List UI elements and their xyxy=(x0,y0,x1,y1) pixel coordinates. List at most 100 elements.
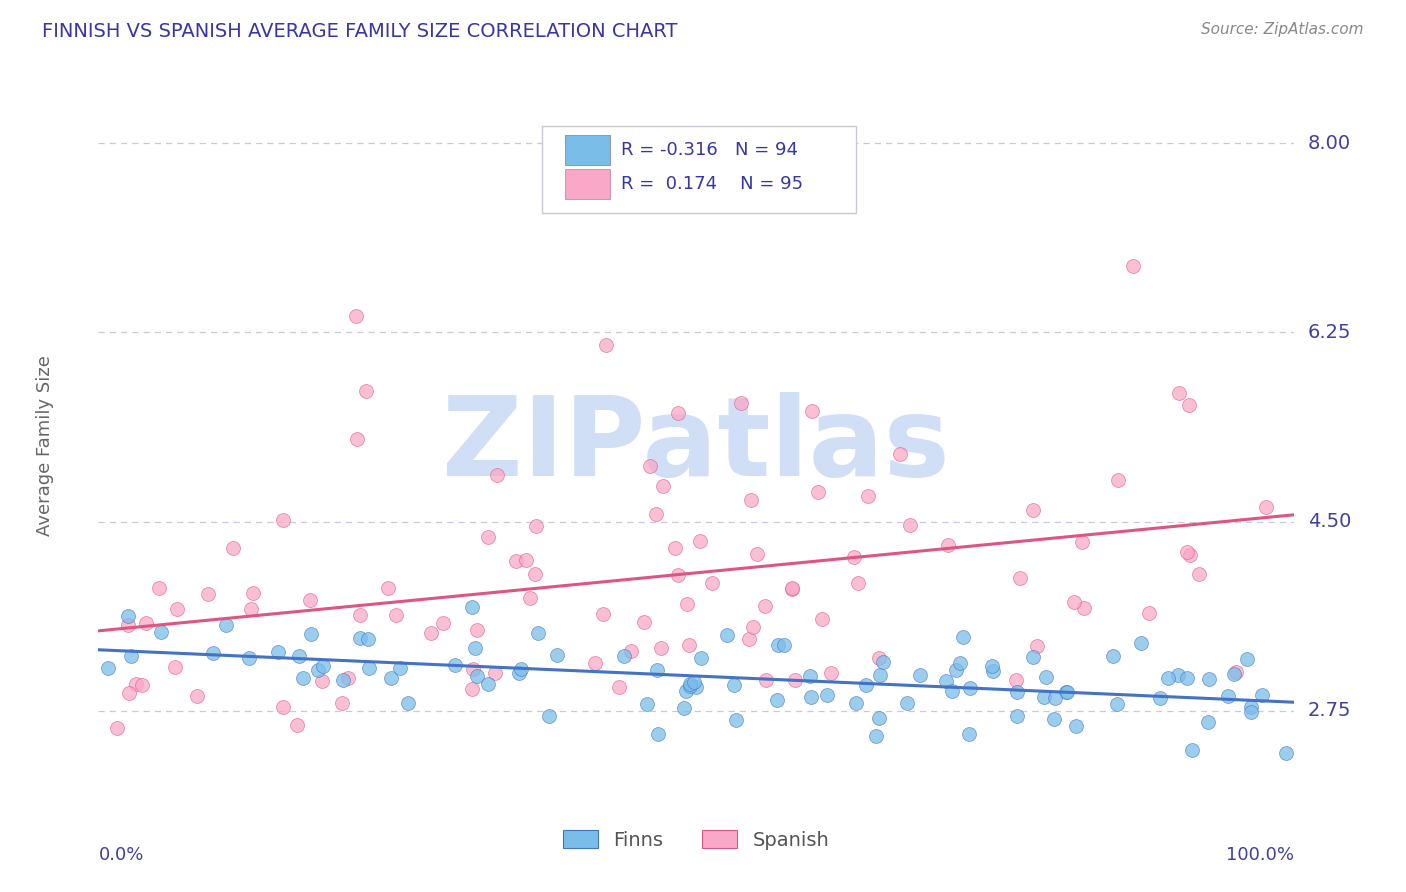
Point xyxy=(385,607,408,622)
Point xyxy=(1250,688,1272,702)
Point xyxy=(1025,640,1047,654)
Point xyxy=(1167,667,1189,681)
Text: 0.0%: 0.0% xyxy=(98,846,143,863)
Point xyxy=(349,631,371,645)
Point xyxy=(716,628,738,642)
Point xyxy=(889,447,911,461)
Point xyxy=(332,673,354,687)
Point xyxy=(307,664,329,678)
Point xyxy=(981,658,1004,673)
Point xyxy=(131,678,153,692)
Point xyxy=(267,645,290,659)
Point xyxy=(766,693,789,707)
Point xyxy=(463,662,485,676)
Point xyxy=(357,632,380,647)
Point xyxy=(941,684,963,698)
Point xyxy=(166,602,188,616)
Point xyxy=(780,582,803,596)
Point xyxy=(957,727,980,741)
Point xyxy=(638,458,661,473)
Point xyxy=(186,689,208,703)
Point xyxy=(1197,715,1219,730)
Point xyxy=(135,615,157,630)
Point xyxy=(222,541,245,556)
Point xyxy=(505,554,527,568)
Point xyxy=(214,618,236,632)
Point xyxy=(672,701,695,715)
Point xyxy=(1022,503,1045,517)
Point xyxy=(858,489,880,503)
Point xyxy=(780,582,803,596)
Point xyxy=(149,624,172,639)
Point xyxy=(766,638,789,652)
Point xyxy=(477,530,499,544)
Point xyxy=(678,638,700,652)
Point xyxy=(855,678,877,692)
Point xyxy=(935,673,957,688)
Point xyxy=(666,568,689,582)
FancyBboxPatch shape xyxy=(565,169,610,200)
Point xyxy=(477,677,499,691)
Point xyxy=(1175,545,1198,559)
Point xyxy=(620,644,643,658)
Point xyxy=(105,721,128,735)
Point xyxy=(97,661,120,675)
Point xyxy=(723,678,745,692)
Point xyxy=(526,626,548,640)
Text: ZIPatlas: ZIPatlas xyxy=(441,392,950,500)
Text: 100.0%: 100.0% xyxy=(1226,846,1294,863)
Point xyxy=(380,671,402,685)
FancyBboxPatch shape xyxy=(565,135,610,165)
Point xyxy=(583,656,606,670)
Point xyxy=(354,384,377,399)
Point xyxy=(872,655,894,669)
Point xyxy=(1275,746,1298,760)
Point xyxy=(1168,385,1191,400)
Point xyxy=(538,708,561,723)
Point xyxy=(783,673,806,687)
Point xyxy=(312,658,335,673)
Point xyxy=(285,718,308,732)
Point xyxy=(291,671,314,685)
Point xyxy=(1236,652,1258,666)
Point xyxy=(1054,685,1077,699)
Point xyxy=(460,682,482,697)
Text: Source: ZipAtlas.com: Source: ZipAtlas.com xyxy=(1201,22,1364,37)
Point xyxy=(959,681,981,695)
Point xyxy=(464,640,486,655)
Point xyxy=(633,615,655,629)
Point xyxy=(1137,606,1160,620)
Point xyxy=(271,700,294,714)
Point xyxy=(607,680,630,694)
Text: 4.50: 4.50 xyxy=(1308,512,1351,531)
Point xyxy=(896,697,918,711)
Point xyxy=(1022,649,1045,664)
Point xyxy=(1043,690,1066,705)
Point xyxy=(846,575,869,590)
Point xyxy=(465,623,488,637)
Point xyxy=(592,607,614,621)
Point xyxy=(1157,672,1180,686)
Point xyxy=(273,512,295,526)
Point xyxy=(118,686,141,700)
Point xyxy=(936,538,959,552)
Point xyxy=(1063,595,1085,609)
Point xyxy=(432,615,454,630)
Point xyxy=(645,508,668,522)
Text: R =  0.174    N = 95: R = 0.174 N = 95 xyxy=(620,175,803,193)
Point xyxy=(664,541,686,556)
Point xyxy=(510,662,533,676)
Point xyxy=(738,632,761,646)
Point xyxy=(1043,712,1066,726)
Point xyxy=(1240,700,1263,714)
Point xyxy=(125,677,148,691)
Point xyxy=(524,567,547,582)
Text: 6.25: 6.25 xyxy=(1308,323,1351,342)
Point xyxy=(647,727,669,741)
Point xyxy=(242,586,264,600)
Point xyxy=(1122,259,1144,273)
Text: 8.00: 8.00 xyxy=(1308,134,1351,153)
Point xyxy=(396,697,419,711)
Point xyxy=(1107,697,1129,711)
Point xyxy=(1035,670,1057,684)
